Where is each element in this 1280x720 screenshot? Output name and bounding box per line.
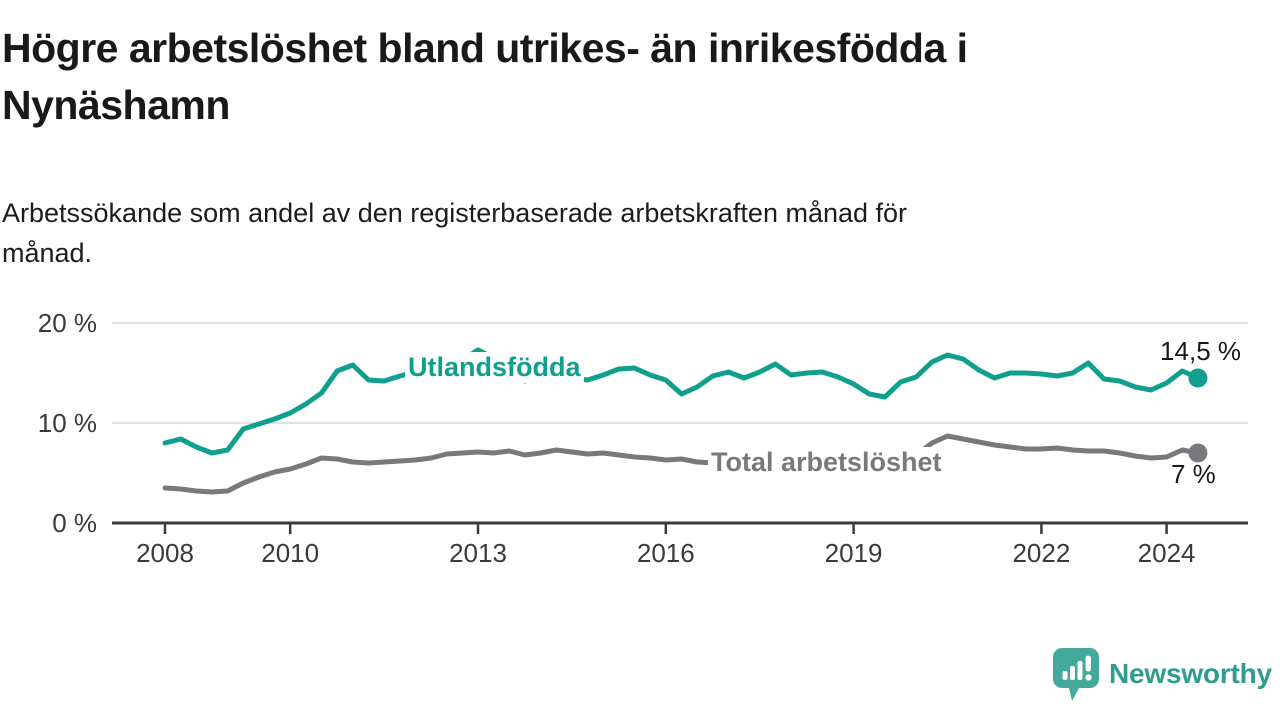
series-line-utlandsfodda (162, 347, 1201, 456)
x-axis-label-2010: 2010 (261, 538, 319, 568)
page-subtitle-line-1: Arbetssökande som andel av den registerb… (2, 198, 908, 228)
newsworthy-logo: Newsworthy (1052, 645, 1272, 703)
y-axis-label-0: 0 % (52, 508, 97, 538)
page-title-line-2: Nynäshamn (2, 82, 230, 128)
y-axis-label-10: 10 % (38, 408, 97, 438)
x-axis-label-2008: 2008 (136, 538, 194, 568)
page-title: Högre arbetslöshet bland utrikes- än inr… (2, 20, 1252, 134)
end-value-label-utlandsfodda: 14,5 % (1160, 336, 1241, 366)
series-label-total-arbetsloshet: Total arbetslöshet (708, 447, 945, 478)
newsworthy-wordmark: Newsworthy (1109, 658, 1272, 689)
page-subtitle: Arbetssökande som andel av den registerb… (2, 193, 1252, 273)
x-axis-label-2019: 2019 (825, 538, 883, 568)
y-axis-label-20: 20 % (38, 308, 97, 338)
end-dot-utlandsfodda (1188, 368, 1208, 388)
page-title-line-1: Högre arbetslöshet bland utrikes- än inr… (2, 25, 968, 71)
page-subtitle-line-2: månad. (2, 238, 93, 268)
x-axis-label-2022: 2022 (1012, 538, 1070, 568)
x-axis-label-2024: 2024 (1138, 538, 1196, 568)
newsworthy-icon (1053, 647, 1099, 701)
end-value-label-total-arbetsloshet: 7 % (1171, 459, 1216, 489)
x-axis-label-2016: 2016 (637, 538, 695, 568)
x-axis-label-2013: 2013 (449, 538, 507, 568)
series-line-total-arbetsloshet (162, 433, 1201, 495)
end-dot-total-arbetsloshet (1188, 443, 1208, 463)
series-label-utlandsfodda: Utlandsfödda (405, 352, 584, 383)
